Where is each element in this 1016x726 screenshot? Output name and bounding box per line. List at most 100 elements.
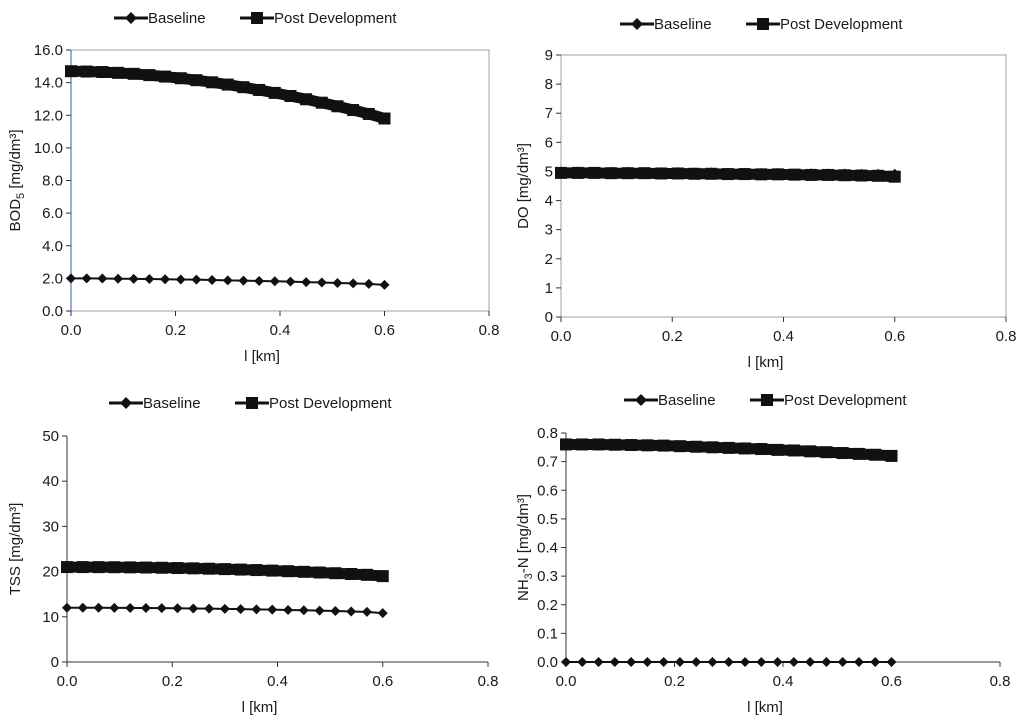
data-point — [332, 277, 343, 288]
y-tick-label: 20 — [42, 564, 59, 581]
data-point — [657, 439, 670, 452]
data-point — [268, 86, 281, 99]
data-point — [159, 70, 172, 83]
data-point — [838, 169, 851, 182]
y-tick-label: 10.0 — [34, 140, 63, 157]
data-point — [313, 566, 326, 579]
data-point — [127, 67, 140, 80]
data-point — [282, 565, 295, 578]
data-point — [805, 168, 818, 181]
data-point — [128, 273, 139, 284]
x-tick-label: 0.2 — [662, 328, 683, 345]
data-point — [755, 168, 768, 181]
y-tick-label: 30 — [42, 518, 59, 535]
legend-item: Baseline — [109, 395, 201, 412]
data-point — [723, 657, 734, 667]
data-point — [642, 657, 653, 667]
data-point — [204, 603, 215, 614]
data-point — [267, 604, 278, 615]
series-post-development — [560, 438, 898, 462]
data-point — [688, 167, 701, 180]
data-point — [872, 169, 885, 182]
chart-panel-3: 0 10 20 30 40 50 0.0 0.2 0.4 0.6 0.8 l [km] TSS [mg/… — [7, 395, 498, 716]
x-axis-label: l [km] — [242, 699, 278, 716]
x-tick-label: 0.0 — [61, 322, 82, 339]
data-point — [345, 567, 358, 580]
y-tick-label: 2 — [545, 251, 553, 268]
data-point — [822, 168, 834, 181]
x-tick-label: 0.4 — [773, 673, 794, 690]
data-point — [655, 167, 668, 180]
data-point — [222, 275, 233, 286]
data-point — [301, 277, 312, 288]
legend-marker — [757, 18, 769, 30]
data-point — [592, 438, 605, 451]
y-axis-label: BOD5 [mg/dm³] — [7, 130, 27, 232]
y-tick-label: 0 — [545, 309, 553, 326]
data-point — [346, 606, 357, 617]
x-tick-label: 0.2 — [165, 322, 186, 339]
legend-marker — [246, 397, 258, 409]
legend-item: Post Development — [746, 16, 903, 33]
data-point — [140, 603, 151, 614]
legend-label: Baseline — [148, 10, 206, 27]
x-tick-label: 0.4 — [773, 328, 794, 345]
y-tick-label: 8 — [545, 76, 553, 93]
data-point — [188, 603, 199, 614]
legend-marker — [251, 12, 263, 24]
data-point — [331, 100, 344, 113]
data-point — [638, 167, 651, 180]
data-point — [626, 657, 637, 667]
data-point — [269, 276, 280, 287]
data-point — [363, 278, 374, 289]
y-tick-label: 4.0 — [42, 238, 63, 255]
data-point — [254, 275, 265, 286]
y-tick-label: 9 — [545, 47, 553, 64]
data-point — [219, 603, 230, 614]
y-tick-label: 12.0 — [34, 107, 63, 124]
data-point — [93, 602, 104, 613]
x-tick-label: 0.8 — [996, 328, 1016, 345]
y-tick-label: 0.7 — [537, 454, 558, 471]
data-point — [207, 275, 218, 286]
data-point — [108, 561, 121, 574]
legend-label: Post Development — [780, 16, 903, 33]
data-point — [206, 76, 219, 89]
legend: Baseline Post Development — [624, 392, 907, 409]
chart-panel-1: 0.0 2.0 4.0 6.0 8.0 10.0 12.0 14.0 16.0 0.0 0.2 0.4… — [7, 10, 499, 365]
data-point — [66, 273, 76, 284]
data-point — [81, 273, 92, 284]
data-point — [804, 445, 817, 458]
y-tick-label: 7 — [545, 105, 553, 122]
data-point — [361, 606, 372, 617]
data-point — [143, 69, 156, 82]
data-point — [329, 567, 342, 580]
data-point — [820, 446, 833, 459]
x-tick-label: 0.0 — [57, 673, 78, 690]
data-point — [360, 568, 373, 581]
data-point — [190, 74, 203, 87]
data-point — [852, 447, 865, 460]
y-tick-label: 6 — [545, 134, 553, 151]
data-point — [707, 657, 718, 667]
data-point — [330, 606, 341, 617]
data-point — [625, 439, 638, 452]
data-point — [886, 657, 897, 667]
data-point — [112, 66, 125, 79]
legend-label: Post Development — [274, 10, 397, 27]
data-point — [555, 166, 567, 179]
legend: Baseline Post Development — [114, 10, 397, 27]
plot-area-frame — [560, 54, 1007, 318]
x-tick-label: 0.2 — [664, 673, 685, 690]
data-point — [125, 602, 136, 613]
data-point — [203, 562, 216, 575]
data-point — [691, 657, 702, 667]
data-point — [377, 608, 388, 619]
y-tick-label: 0.5 — [537, 511, 558, 528]
data-point — [705, 167, 718, 180]
legend-item: Post Development — [235, 395, 392, 412]
data-point — [171, 562, 184, 575]
data-point — [221, 78, 234, 91]
data-point — [62, 602, 72, 613]
y-tick-label: 0.3 — [537, 568, 558, 585]
